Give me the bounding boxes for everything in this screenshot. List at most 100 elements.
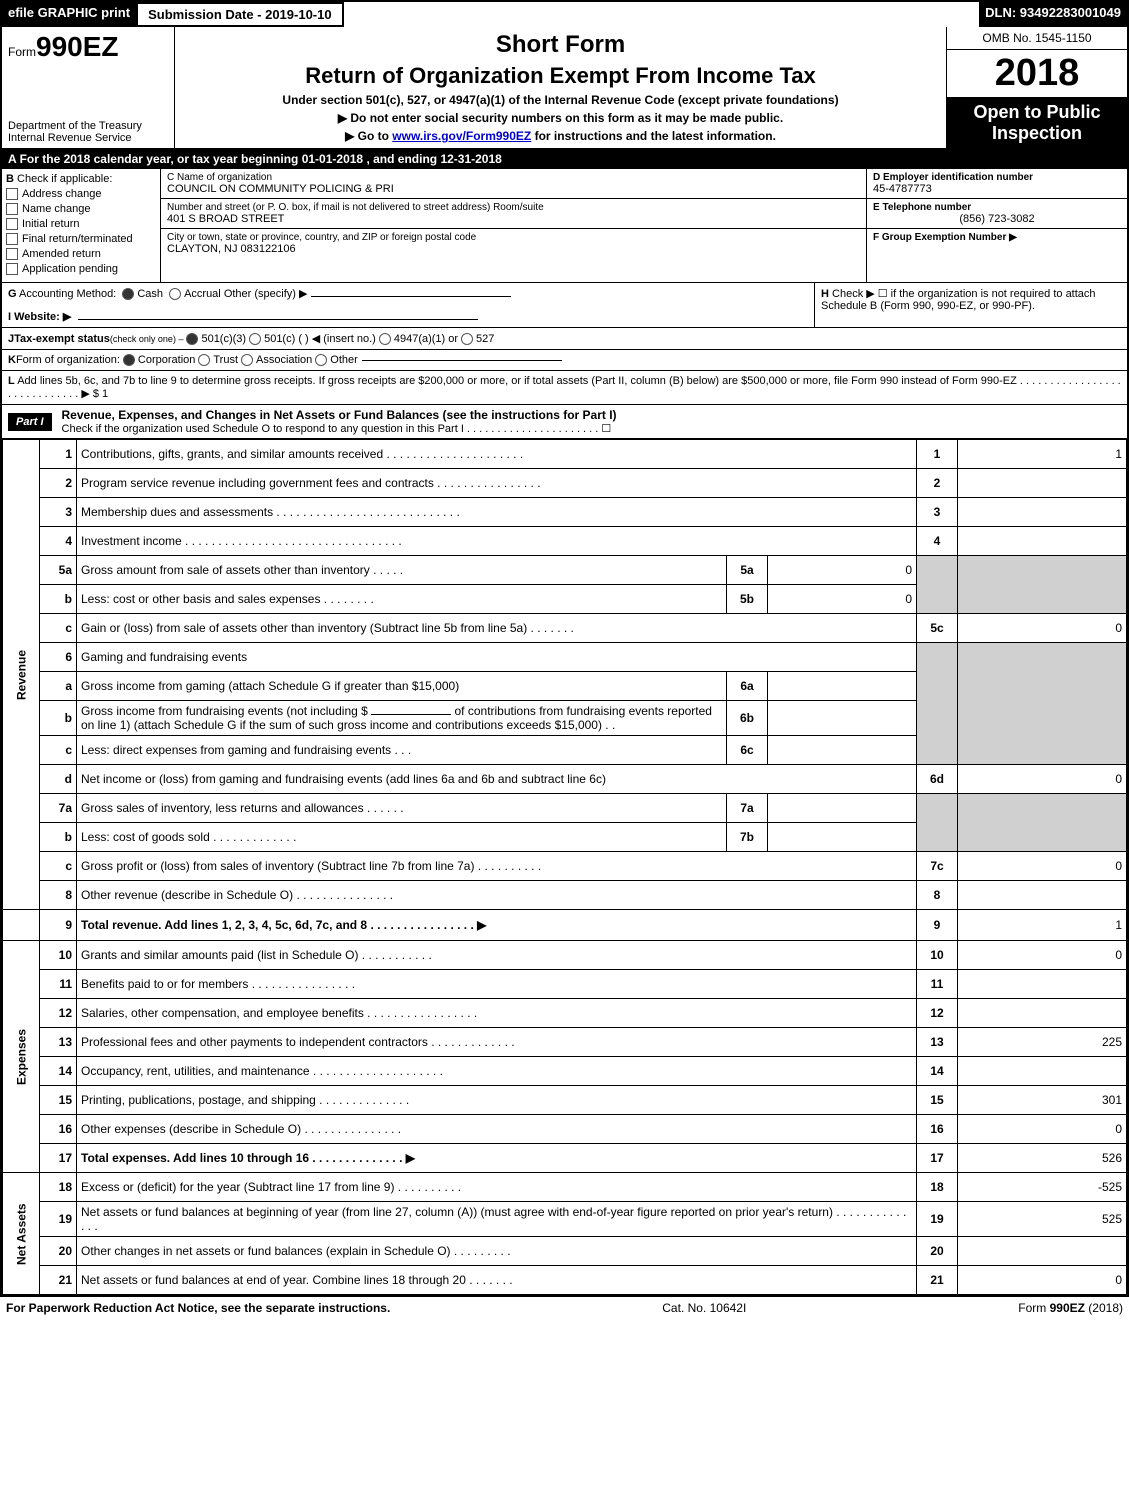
r6d-d: Net income or (loss) from gaming and fun…: [77, 765, 917, 794]
chk-name-change[interactable]: Name change: [6, 203, 156, 215]
r6-n: 6: [40, 643, 77, 672]
radio-corp[interactable]: [123, 354, 135, 366]
r5b-d: Less: cost or other basis and sales expe…: [77, 585, 727, 614]
r20-n: 20: [40, 1237, 77, 1266]
sb-center: C Name of organization COUNCIL ON COMMUN…: [161, 169, 866, 282]
r5b-n: b: [40, 585, 77, 614]
r9-rl: 9: [917, 910, 958, 941]
row-14: 14 Occupancy, rent, utilities, and maint…: [3, 1057, 1127, 1086]
g-other-field[interactable]: [311, 296, 511, 297]
r8-n: 8: [40, 881, 77, 910]
row-17: 17 Total expenses. Add lines 10 through …: [3, 1144, 1127, 1173]
website-field[interactable]: [78, 319, 478, 320]
b-marker: B: [6, 173, 14, 185]
group-exemption-cell: F Group Exemption Number ▶: [867, 229, 1127, 282]
r6d-rl: 6d: [917, 765, 958, 794]
checkbox-icon: [6, 263, 18, 275]
r20-rl: 20: [917, 1237, 958, 1266]
r5c-n: c: [40, 614, 77, 643]
chk-initial-return[interactable]: Initial return: [6, 218, 156, 230]
row-5a: 5a Gross amount from sale of assets othe…: [3, 556, 1127, 585]
radio-accrual[interactable]: [169, 288, 181, 300]
r6b-d1: Gross income from fundraising events (no…: [81, 704, 368, 718]
r21-d: Net assets or fund balances at end of ye…: [77, 1266, 917, 1295]
r14-rv: [958, 1057, 1127, 1086]
chk-application-pending[interactable]: Application pending: [6, 263, 156, 275]
r6-d: Gaming and fundraising events: [77, 643, 917, 672]
part1-label: Part I: [8, 413, 52, 431]
i-label: Website: ▶: [14, 311, 71, 323]
chk-final-return[interactable]: Final return/terminated: [6, 233, 156, 245]
r18-n: 18: [40, 1173, 77, 1202]
r6b-d: Gross income from fundraising events (no…: [77, 701, 727, 736]
r6a-mv: [768, 672, 917, 701]
r6c-d: Less: direct expenses from gaming and fu…: [77, 736, 727, 765]
k-other-field[interactable]: [362, 360, 562, 361]
side-netassets: Net Assets: [3, 1173, 40, 1295]
r21-n: 21: [40, 1266, 77, 1295]
r8-d: Other revenue (describe in Schedule O) .…: [77, 881, 917, 910]
r19-n: 19: [40, 1202, 77, 1237]
row-2: 2 Program service revenue including gove…: [3, 469, 1127, 498]
k-opt2: Trust: [213, 354, 238, 366]
row-13: 13 Professional fees and other payments …: [3, 1028, 1127, 1057]
d-value: 45-4787773: [873, 183, 1121, 195]
radio-other[interactable]: [315, 354, 327, 366]
r7b-mv: [768, 823, 917, 852]
chk-label: Initial return: [22, 218, 79, 230]
radio-527[interactable]: [461, 333, 473, 345]
form-number: 990EZ: [36, 31, 119, 62]
side-expenses: Expenses: [3, 941, 40, 1173]
link-url[interactable]: www.irs.gov/Form990EZ: [392, 129, 531, 143]
r12-rv: [958, 999, 1127, 1028]
r11-n: 11: [40, 970, 77, 999]
r5c-rl: 5c: [917, 614, 958, 643]
radio-501c3[interactable]: [186, 333, 198, 345]
short-form-title: Short Form: [183, 31, 938, 59]
r7a-ml: 7a: [727, 794, 768, 823]
j-opt4: 527: [476, 333, 494, 345]
r6b-blank[interactable]: [371, 714, 451, 715]
part1-title: Revenue, Expenses, and Changes in Net As…: [62, 408, 1121, 422]
r6c-ml: 6c: [727, 736, 768, 765]
l-row: L Add lines 5b, 6c, and 7b to line 9 to …: [2, 371, 1127, 405]
r6b-mv: [768, 701, 917, 736]
r7a-mv: [768, 794, 917, 823]
footer-left: For Paperwork Reduction Act Notice, see …: [6, 1301, 390, 1315]
row-7c: c Gross profit or (loss) from sales of i…: [3, 852, 1127, 881]
r5a-d: Gross amount from sale of assets other t…: [77, 556, 727, 585]
d-label: D Employer identification number: [873, 172, 1121, 183]
city-label: City or town, state or province, country…: [167, 232, 860, 243]
radio-trust[interactable]: [198, 354, 210, 366]
r5c-rv: 0: [958, 614, 1127, 643]
row-19: 19 Net assets or fund balances at beginn…: [3, 1202, 1127, 1237]
r4-rv: [958, 527, 1127, 556]
r6d-n: d: [40, 765, 77, 794]
r15-n: 15: [40, 1086, 77, 1115]
radio-4947[interactable]: [379, 333, 391, 345]
r20-d: Other changes in net assets or fund bala…: [77, 1237, 917, 1266]
r2-n: 2: [40, 469, 77, 498]
r1-rv: 1: [958, 440, 1127, 469]
g-h-row: G Accounting Method: Cash Accrual Other …: [2, 283, 1127, 328]
shade-7ab-val: [958, 794, 1127, 852]
open-public: Open to Public Inspection: [947, 98, 1127, 148]
radio-assoc[interactable]: [241, 354, 253, 366]
part1-title-block: Revenue, Expenses, and Changes in Net As…: [52, 408, 1121, 435]
part1-checkbox[interactable]: ☐: [601, 423, 611, 435]
checkbox-icon: [6, 188, 18, 200]
chk-address-change[interactable]: Address change: [6, 188, 156, 200]
r11-rl: 11: [917, 970, 958, 999]
radio-cash[interactable]: [122, 288, 134, 300]
footer-right: Form 990EZ (2018): [1018, 1301, 1123, 1315]
radio-501c[interactable]: [249, 333, 261, 345]
row-18: Net Assets 18 Excess or (deficit) for th…: [3, 1173, 1127, 1202]
chk-amended-return[interactable]: Amended return: [6, 248, 156, 260]
sb-right: D Employer identification number 45-4787…: [866, 169, 1127, 282]
h-cell: H Check ▶ ☐ if the organization is not r…: [814, 283, 1127, 328]
row-6: 6 Gaming and fundraising events: [3, 643, 1127, 672]
link-suffix: for instructions and the latest informat…: [531, 129, 776, 143]
shade-5ab-val: [958, 556, 1127, 614]
r10-rv: 0: [958, 941, 1127, 970]
addr-label: Number and street (or P. O. box, if mail…: [167, 202, 860, 213]
